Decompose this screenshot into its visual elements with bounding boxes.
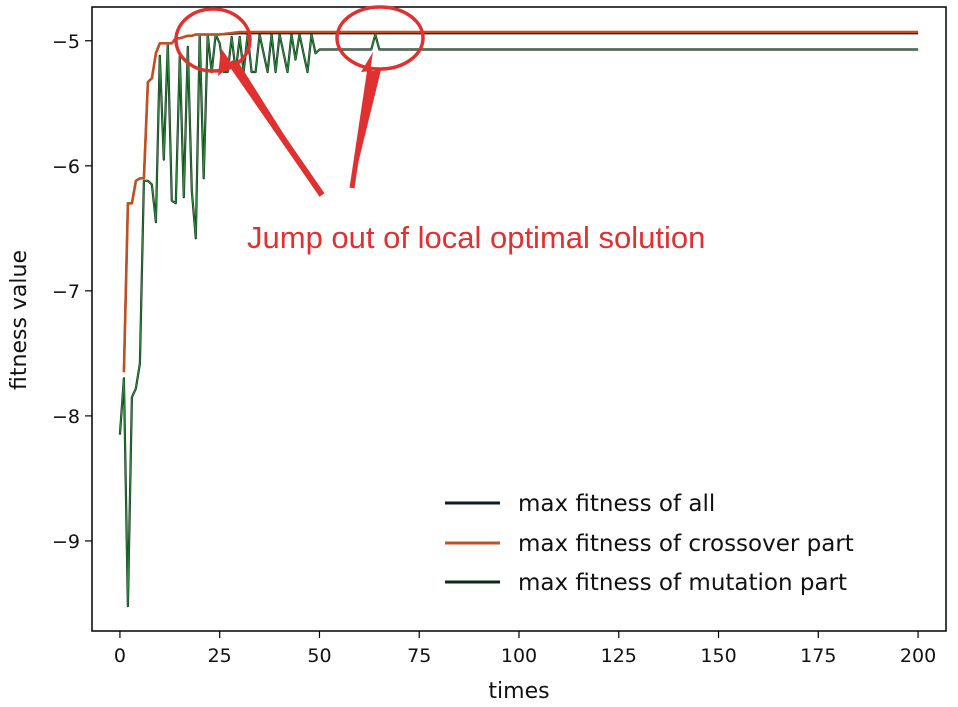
annotation-arrow-1 <box>218 48 322 195</box>
y-axis-ticks: −5 −6 −7 −8 −9 <box>52 31 92 553</box>
y-tick-label: −9 <box>52 531 80 553</box>
y-tick-label: −8 <box>52 406 80 428</box>
annotation: Jump out of local optimal solution <box>174 5 705 255</box>
x-tick-label: 75 <box>407 645 431 667</box>
legend: max fitness of all max fitness of crosso… <box>445 491 854 596</box>
x-axis-label: times <box>488 679 549 704</box>
x-tick-label: 175 <box>800 645 836 667</box>
highlight-circle-2 <box>335 5 425 71</box>
highlight-circle-1 <box>174 7 252 73</box>
x-tick-label: 0 <box>114 645 126 667</box>
legend-label-crossover: max fitness of crossover part <box>518 531 854 557</box>
x-axis-ticks: 0 25 50 75 100 125 150 175 200 <box>114 631 936 667</box>
x-tick-label: 100 <box>501 645 537 667</box>
x-tick-label: 200 <box>900 645 936 667</box>
plot-area <box>91 6 947 632</box>
x-tick-label: 125 <box>601 645 637 667</box>
y-tick-label: −6 <box>52 156 80 178</box>
x-tick-label: 50 <box>307 645 331 667</box>
y-tick-label: −5 <box>52 31 80 53</box>
annotation-text: Jump out of local optimal solution <box>247 220 705 255</box>
legend-label-all: max fitness of all <box>518 491 715 517</box>
x-tick-label: 25 <box>208 645 232 667</box>
legend-label-mutation: max fitness of mutation part <box>518 570 847 596</box>
y-axis-label: fitness value <box>7 250 32 390</box>
x-tick-label: 150 <box>700 645 736 667</box>
y-tick-label: −7 <box>52 281 80 303</box>
annotation-arrow-2-shaft <box>349 67 373 189</box>
annotation-arrow-1-shaft <box>227 60 325 197</box>
